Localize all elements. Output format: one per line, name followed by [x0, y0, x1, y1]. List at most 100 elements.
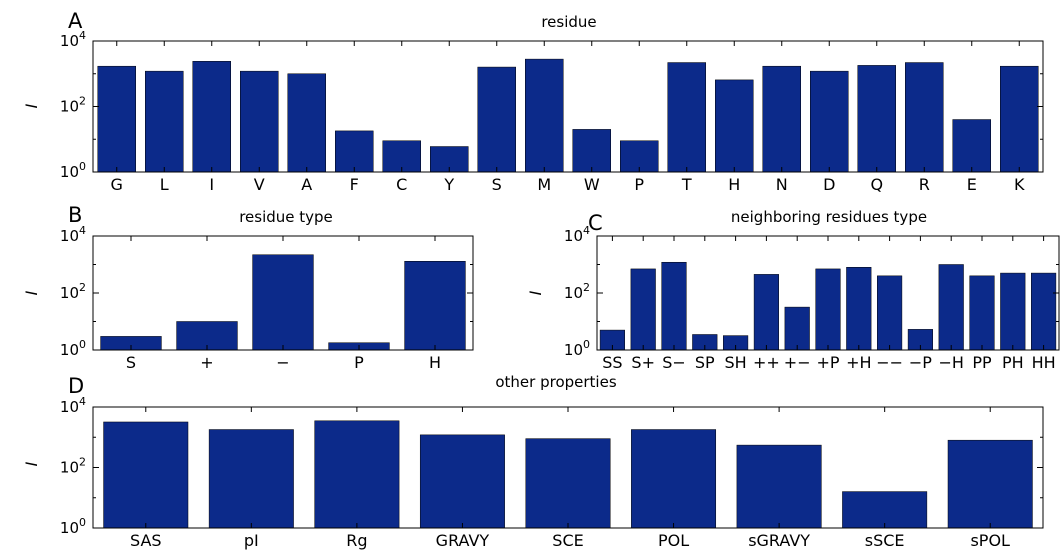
bar-b-2 — [252, 254, 314, 351]
y-tick-label: 100 — [60, 516, 86, 537]
y-axis-label: I — [22, 290, 41, 295]
x-tick-label: POL — [658, 531, 689, 550]
y-tick-label: 102 — [60, 95, 86, 116]
bar-a-14 — [762, 65, 801, 173]
x-tick-label: M — [537, 175, 551, 194]
y-tick-label: 104 — [60, 395, 86, 416]
bar-d-6 — [736, 444, 822, 529]
bar-a-6 — [382, 140, 421, 173]
bar-a-1 — [145, 70, 184, 173]
panel-letter: A — [68, 9, 83, 33]
bar-a-8 — [477, 66, 516, 173]
x-tick-label: E — [967, 175, 977, 194]
x-tick-label: C — [396, 175, 407, 194]
bar-a-11 — [620, 140, 659, 173]
panel-letter: B — [68, 203, 82, 227]
y-tick-label: 104 — [60, 224, 86, 245]
bar-a-4 — [287, 73, 326, 173]
bar-a-10 — [572, 129, 611, 173]
bar-d-2 — [314, 420, 400, 529]
x-tick-label: A — [301, 175, 312, 194]
bar-a-2 — [192, 61, 231, 173]
panel-b: B residue type I S + − P H 100 102 104 — [22, 203, 474, 372]
panel-letter: D — [68, 374, 84, 398]
x-tick-label: − — [276, 353, 289, 372]
bar-d-0 — [103, 421, 189, 529]
x-tick-label: Rg — [346, 531, 367, 550]
x-tick-label: T — [681, 175, 692, 194]
chart-title: residue type — [239, 208, 333, 226]
bar-a-5 — [335, 130, 374, 173]
bar-c-2 — [661, 261, 687, 351]
x-tick-label: V — [254, 175, 265, 194]
y-tick-label: 102 — [60, 281, 86, 302]
panel-d: D other properties I SAS pI Rg GRAVY SCE POL s… — [22, 373, 1044, 550]
x-tick-label: N — [776, 175, 788, 194]
bar-c-5 — [753, 274, 779, 351]
x-tick-label: sSCE — [865, 531, 905, 550]
bar-a-15 — [810, 70, 849, 173]
x-tick-label: I — [209, 175, 214, 194]
x-tick-label: S+ — [631, 353, 655, 372]
x-tick-label: H — [429, 353, 441, 372]
bar-d-8 — [947, 439, 1033, 529]
bar-c-13 — [1000, 272, 1026, 351]
y-tick-label: 100 — [60, 338, 86, 359]
bar-b-4 — [404, 261, 466, 351]
x-tick-label: ++ — [753, 353, 780, 372]
x-tick-label: K — [1014, 175, 1025, 194]
y-axis-label: I — [526, 290, 545, 295]
y-tick-label: 100 — [60, 160, 86, 181]
x-tick-label: +− — [784, 353, 811, 372]
y-axis-label: I — [22, 103, 41, 108]
x-tick-label: sGRAVY — [748, 531, 810, 550]
bar-a-17 — [905, 62, 944, 173]
x-tick-label: sPOL — [970, 531, 1010, 550]
y-tick-label: 102 — [564, 281, 590, 302]
x-tick-label: S — [492, 175, 502, 194]
bar-a-0 — [97, 65, 136, 173]
panel-letter: C — [588, 211, 603, 235]
bar-a-13 — [715, 79, 754, 173]
x-tick-label: PH — [1002, 353, 1024, 372]
y-tick-label: 104 — [60, 29, 86, 50]
y-tick-label: 104 — [564, 224, 590, 245]
x-tick-label: P — [634, 175, 644, 194]
x-tick-label: HH — [1032, 353, 1056, 372]
x-tick-label: SP — [695, 353, 715, 372]
x-tick-label: R — [919, 175, 930, 194]
y-axis-label: I — [22, 461, 41, 466]
bar-d-3 — [419, 434, 505, 529]
x-tick-label: D — [823, 175, 835, 194]
bar-d-7 — [842, 491, 928, 529]
bar-c-14 — [1031, 272, 1057, 351]
x-tick-label: P — [354, 353, 364, 372]
bar-c-12 — [969, 275, 995, 351]
bar-a-9 — [525, 58, 564, 173]
bar-a-12 — [667, 62, 706, 173]
x-tick-label: H — [728, 175, 740, 194]
bar-c-1 — [630, 268, 656, 351]
x-tick-label: + — [200, 353, 213, 372]
chart-title: neighboring residues type — [731, 208, 927, 226]
bar-a-16 — [857, 65, 896, 173]
bar-c-6 — [784, 306, 810, 351]
x-tick-label: Q — [870, 175, 883, 194]
x-tick-label: SCE — [552, 531, 583, 550]
chart-title: other properties — [495, 373, 616, 391]
x-tick-label: +H — [846, 353, 871, 372]
chart-title: residue — [541, 13, 596, 31]
bar-a-19 — [1000, 65, 1039, 173]
x-tick-label: G — [111, 175, 123, 194]
bar-c-11 — [938, 264, 964, 351]
bar-d-5 — [631, 429, 717, 529]
x-tick-label: S− — [662, 353, 686, 372]
x-tick-label: S — [126, 353, 136, 372]
x-tick-label: SH — [725, 353, 747, 372]
x-tick-label: +P — [816, 353, 839, 372]
panel-a: A residue I G L I V A F C Y S M W P T H N D Q R E K 100 102 10… — [22, 9, 1044, 194]
bar-c-8 — [846, 267, 872, 351]
x-tick-label: pI — [244, 531, 259, 550]
x-tick-label: GRAVY — [436, 531, 490, 550]
bar-d-4 — [525, 438, 611, 529]
